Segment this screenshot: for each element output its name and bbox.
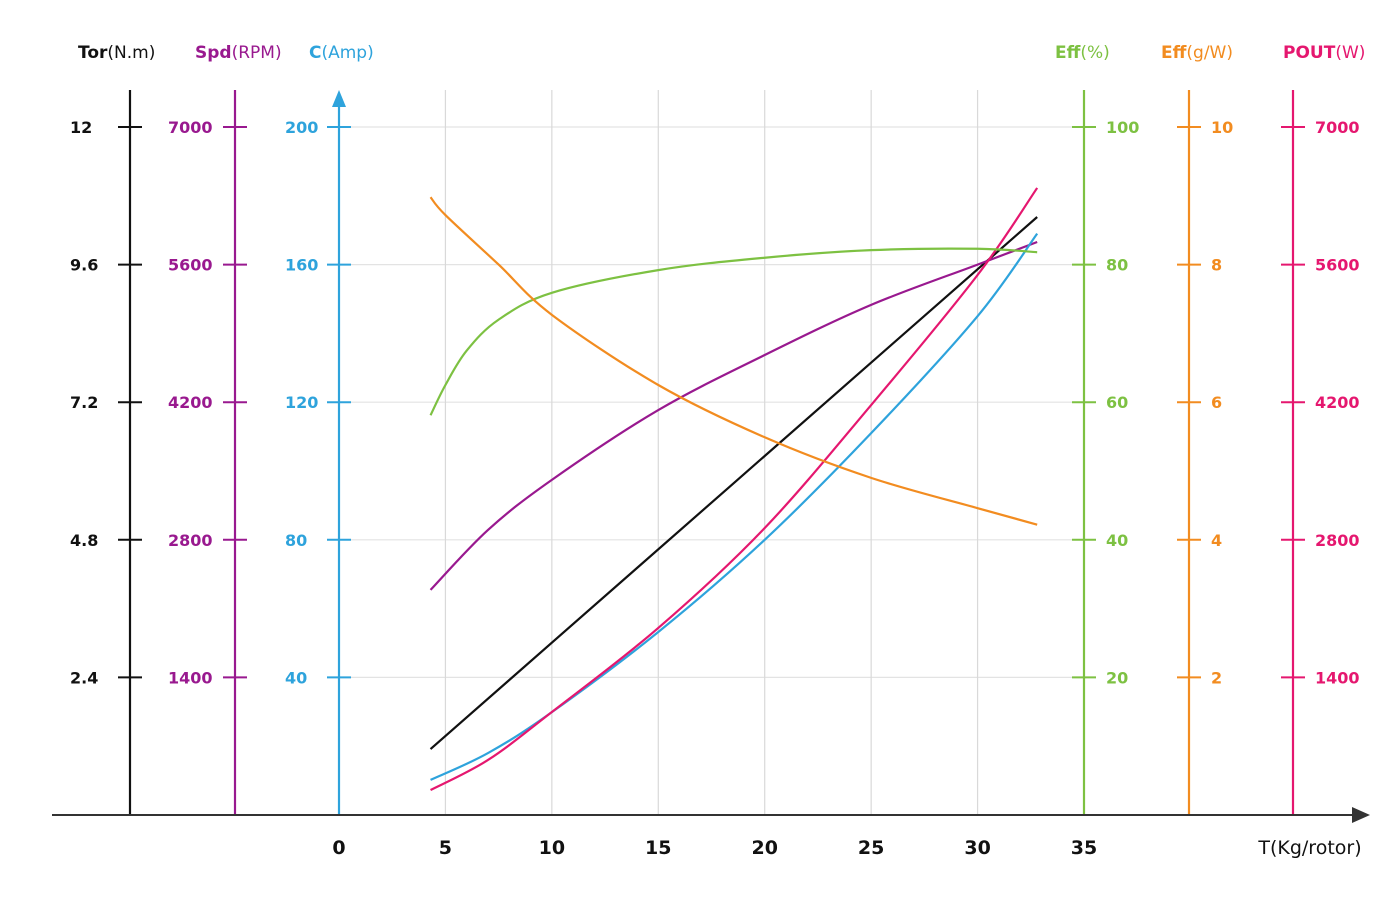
- axis-amp: C(Amp) 200 160 120 80 40: [285, 43, 374, 815]
- axis-tick-label: 2800: [1315, 531, 1360, 550]
- x-tick-label: 5: [439, 837, 452, 859]
- axis-title-unit: (W): [1335, 43, 1365, 63]
- axis-tick-label: 7000: [1315, 118, 1360, 137]
- x-tick-label: 35: [1071, 837, 1097, 859]
- axis-title-unit: (g/W): [1186, 43, 1233, 63]
- axis-tick-label: 10: [1211, 118, 1233, 137]
- axis-spd: Spd(RPM) 7000 5600 4200 2800 1400: [168, 43, 282, 815]
- axis-title-name: Tor: [78, 43, 108, 63]
- x-tick-label: 20: [751, 837, 777, 859]
- series-line-speed: [429, 240, 1038, 591]
- series-line-current: [430, 232, 1039, 781]
- axis-tick-label: 200: [285, 118, 318, 137]
- axis-tick-label: 4: [1211, 531, 1222, 550]
- x-tick-label: 0: [332, 837, 345, 859]
- series-line-torque: [429, 216, 1038, 750]
- axis-tick-label: 2: [1211, 668, 1222, 687]
- axis-title-name: Eff: [1055, 43, 1081, 63]
- axis-title-name: Eff: [1161, 43, 1187, 63]
- axis-tick-label: 1400: [1315, 668, 1360, 687]
- axis-title: Eff(%): [1055, 43, 1110, 63]
- axis-title-unit: (RPM): [232, 43, 282, 63]
- axis-tick-label: 8: [1211, 256, 1222, 275]
- axis-title-unit: (%): [1080, 43, 1109, 63]
- axis-tick-label: 12: [70, 118, 92, 137]
- axis-title: Eff(g/W): [1161, 43, 1233, 63]
- axis-tick-label: 5600: [168, 256, 213, 275]
- series-line-efficiency-g-w: [429, 196, 1038, 526]
- axis-tick-label: 7000: [168, 118, 213, 137]
- axis-tick-label: 4.8: [70, 531, 98, 550]
- x-tick-label: 10: [539, 837, 565, 859]
- x-axis-label: T(Kg/rotor): [1257, 837, 1361, 859]
- axis-tick-label: 5600: [1315, 256, 1360, 275]
- x-tick-label: 25: [858, 837, 884, 859]
- series-line-power: [430, 187, 1039, 792]
- axis-tick-label: 20: [1106, 668, 1128, 687]
- axis-title-unit: (N.m): [107, 43, 155, 63]
- axis-tick-label: 4200: [1315, 393, 1360, 412]
- axis-tick-label: 120: [285, 393, 318, 412]
- axis-tick-label: 1400: [168, 668, 213, 687]
- x-tick-label: 30: [964, 837, 990, 859]
- axis-effp: Eff(%) 100 80 60 40 20: [1055, 43, 1139, 815]
- series-line-efficiency-: [429, 247, 1038, 416]
- axis-effg: Eff(g/W) 10 8 6 4 2: [1161, 43, 1233, 815]
- axis-tick-label: 2.4: [70, 668, 98, 687]
- axis-title-name: C: [309, 43, 321, 63]
- axis-tick-label: 9.6: [70, 256, 98, 275]
- axis-tick-label: 6: [1211, 393, 1222, 412]
- axis-tick-label: 80: [1106, 256, 1128, 275]
- axis-tick-label: 100: [1106, 118, 1139, 137]
- arrow-right-icon: [1352, 807, 1370, 823]
- axis-tick-label: 60: [1106, 393, 1128, 412]
- arrow-up-icon: [332, 90, 346, 107]
- axis-title-unit: (Amp): [321, 43, 373, 63]
- axis-tick-label: 4200: [168, 393, 213, 412]
- axis-tick-label: 40: [1106, 531, 1128, 550]
- axis-title: Spd(RPM): [195, 43, 282, 63]
- x-tick-label: 15: [645, 837, 671, 859]
- axis-title: POUT(W): [1283, 43, 1365, 63]
- axis-tick-label: 7.2: [70, 393, 98, 412]
- axis-tick-label: 2800: [168, 531, 213, 550]
- axis-title: C(Amp): [309, 43, 374, 63]
- axis-tick-label: 160: [285, 256, 318, 275]
- axis-pout: POUT(W) 7000 5600 4200 2800 1400: [1281, 43, 1365, 815]
- axis-title-name: Spd: [195, 43, 232, 63]
- axis-title: Tor(N.m): [78, 43, 155, 63]
- axis-tick-label: 80: [285, 531, 307, 550]
- axis-tor: Tor(N.m) 12 9.6 7.2 4.8 2.4: [70, 43, 155, 815]
- axis-title-name: POUT: [1283, 43, 1336, 63]
- axis-tick-label: 40: [285, 668, 307, 687]
